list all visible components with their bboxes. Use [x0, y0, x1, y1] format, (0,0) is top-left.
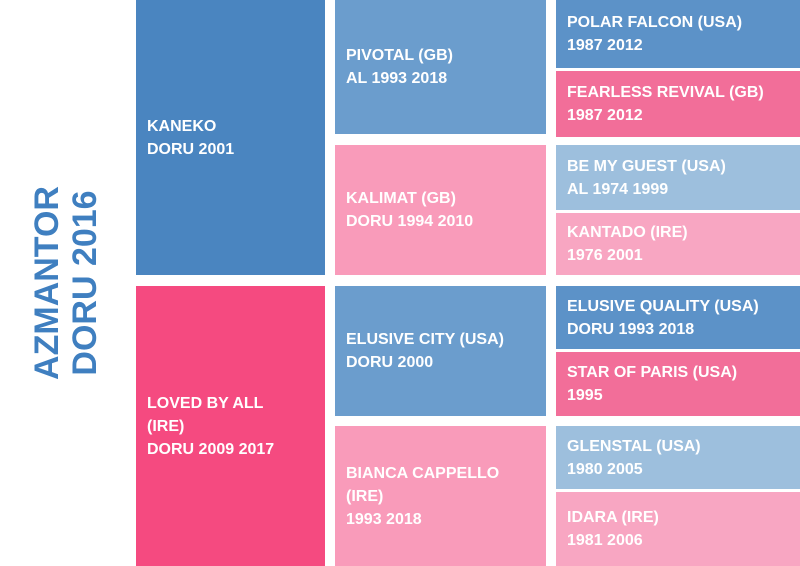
horse-line: ELUSIVE QUALITY (USA) — [567, 297, 759, 315]
horse-line: PIVOTAL (GB) — [346, 47, 453, 64]
horse-info: DORU 2016 — [66, 190, 104, 376]
horse-line: DORU 2001 — [147, 140, 235, 158]
horse-line: AL 1974 1999 — [567, 180, 669, 198]
horse-line: KALIMAT (GB) — [346, 190, 456, 207]
horse-box: IDARA (IRE) 1981 2006 — [556, 492, 800, 566]
horse-title: AZMANTOR DORU 2016 — [28, 186, 104, 380]
horse-box: BE MY GUEST (USA) AL 1974 1999 — [556, 145, 800, 210]
horse-box: LOVED BY ALL (IRE) DORU 2009 2017 — [136, 286, 325, 566]
horse-line: BE MY GUEST (USA) — [567, 157, 726, 175]
horse-line: 1995 — [567, 387, 603, 404]
horse-line: ELUSIVE CITY (USA) — [346, 331, 504, 348]
horse-line: KANEKO — [147, 117, 217, 135]
horse-box: POLAR FALCON (USA) 1987 2012 — [556, 0, 800, 68]
horse-line: POLAR FALCON (USA) — [567, 14, 743, 31]
horse-line: 1987 2012 — [567, 107, 643, 124]
horse-box: ELUSIVE QUALITY (USA) DORU 1993 2018 — [556, 286, 800, 349]
horse-box: ELUSIVE CITY (USA) DORU 2000 — [335, 286, 546, 416]
horse-line: (IRE) — [346, 487, 384, 505]
horse-line: BIANCA CAPPELLO — [346, 464, 500, 482]
horse-box: STAR OF PARIS (USA) 1995 — [556, 352, 800, 416]
horse-line: (IRE) — [147, 417, 185, 435]
horse-box: PIVOTAL (GB) AL 1993 2018 — [335, 0, 546, 134]
horse-box: KANEKO DORU 2001 — [136, 0, 325, 275]
horse-line: LOVED BY ALL — [147, 394, 264, 412]
horse-line: KANTADO (IRE) — [567, 224, 688, 241]
horse-line: 1987 2012 — [567, 37, 643, 54]
horse-line: DORU 2000 — [346, 354, 434, 371]
horse-line: 1980 2005 — [567, 460, 643, 478]
horse-box: BIANCA CAPPELLO (IRE) 1993 2018 — [335, 426, 546, 566]
horse-line: DORU 2009 2017 — [147, 440, 275, 458]
horse-line: DORU 1993 2018 — [567, 320, 695, 338]
horse-line: FEARLESS REVIVAL (GB) — [567, 84, 764, 101]
horse-box: GLENSTAL (USA) 1980 2005 — [556, 426, 800, 489]
horse-box: KANTADO (IRE) 1976 2001 — [556, 213, 800, 275]
horse-line: 1981 2006 — [567, 532, 643, 549]
horse-line: IDARA (IRE) — [567, 509, 659, 526]
horse-line: 1976 2001 — [567, 247, 643, 264]
horse-line: STAR OF PARIS (USA) — [567, 364, 738, 381]
horse-box: KALIMAT (GB) DORU 1994 2010 — [335, 145, 546, 275]
horse-line: GLENSTAL (USA) — [567, 437, 701, 455]
horse-line: 1993 2018 — [346, 510, 422, 528]
horse-line: AL 1993 2018 — [346, 70, 448, 87]
horse-line: DORU 1994 2010 — [346, 213, 474, 230]
horse-name: AZMANTOR — [28, 186, 66, 380]
horse-box: FEARLESS REVIVAL (GB) 1987 2012 — [556, 71, 800, 137]
